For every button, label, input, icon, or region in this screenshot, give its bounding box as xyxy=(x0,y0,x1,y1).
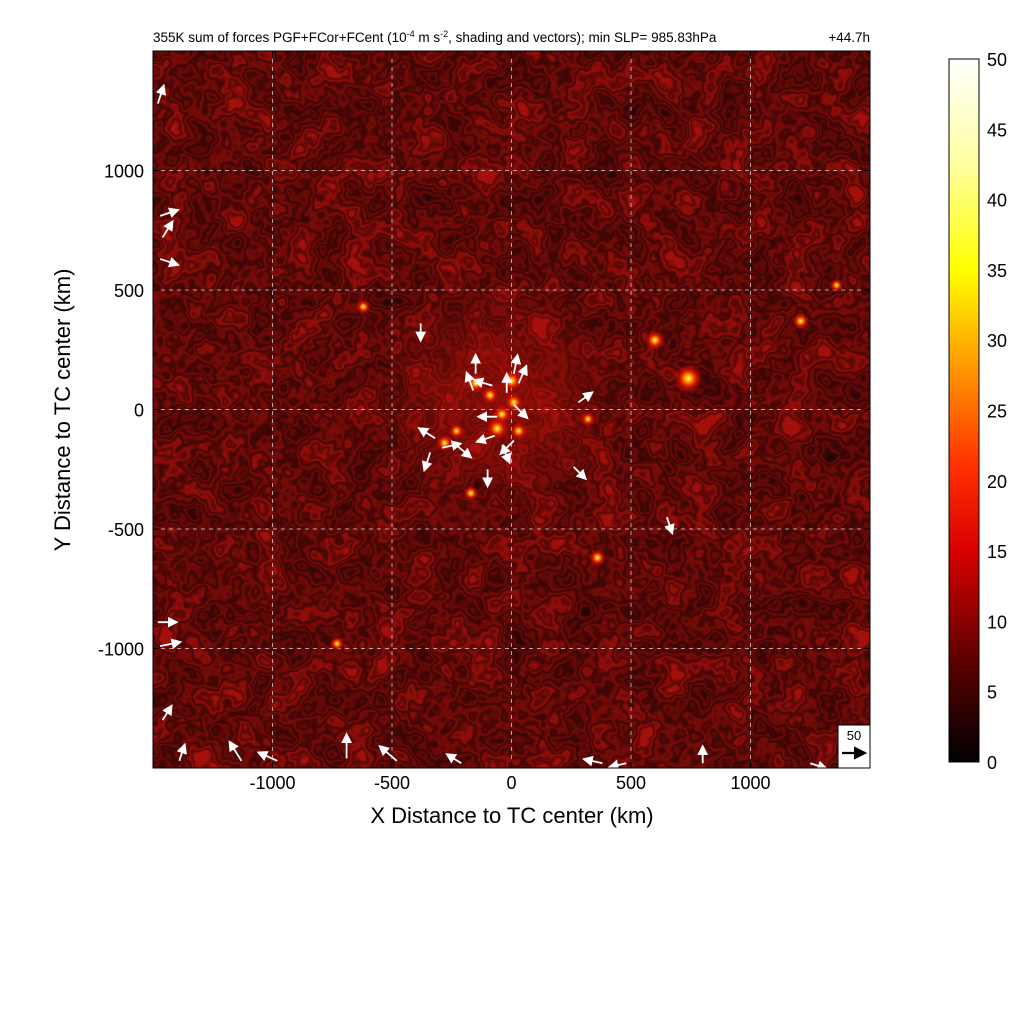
vector-23 xyxy=(159,256,180,268)
hotspot-8 xyxy=(449,423,465,439)
y-tick-label-3: 500 xyxy=(114,281,144,301)
vector-34 xyxy=(607,759,627,768)
y-tick-label-1: -500 xyxy=(108,520,144,540)
y-axis-label: Y Distance to TC center (km) xyxy=(50,269,75,552)
x-tick-label-1: -500 xyxy=(374,773,410,793)
time-label: +44.7h xyxy=(828,30,870,45)
hotspot-10 xyxy=(674,364,703,393)
hotspot-3 xyxy=(505,393,523,412)
y-tick-label-0: -1000 xyxy=(98,640,144,660)
vector-2 xyxy=(472,377,493,388)
hotspot-12 xyxy=(792,312,810,330)
y-tick-label-4: 1000 xyxy=(104,162,144,182)
vector-28 xyxy=(256,751,278,762)
hotspot-15 xyxy=(356,299,371,314)
colorbar-tick-label-10: 50 xyxy=(987,50,1007,70)
x-tick-label-0: -1000 xyxy=(249,773,295,793)
vector-19 xyxy=(664,516,675,536)
vector-6 xyxy=(513,404,529,420)
colorbar-tick-label-7: 35 xyxy=(987,261,1007,281)
colorbar-tick-label-3: 15 xyxy=(987,542,1007,562)
storm-core-glow xyxy=(370,280,630,520)
colorbar-tick-label-2: 10 xyxy=(987,612,1007,632)
hotspot-14 xyxy=(463,485,479,501)
vector-18 xyxy=(573,466,588,481)
colorbar-tick-label-8: 40 xyxy=(987,191,1007,211)
hotspot-7 xyxy=(436,434,453,452)
x-axis: -1000 -500 0 500 1000 xyxy=(249,51,771,793)
vector-21 xyxy=(159,207,180,218)
vector-27 xyxy=(228,740,243,762)
vector-3 xyxy=(510,353,522,374)
vector-14 xyxy=(421,452,433,473)
hotspot-4 xyxy=(486,417,508,440)
vector-26 xyxy=(161,704,173,721)
vector-17 xyxy=(577,391,594,404)
colorbar-tick-label-6: 30 xyxy=(987,331,1007,351)
hotspot-16 xyxy=(329,636,345,651)
vector-32 xyxy=(445,753,462,764)
vector-4 xyxy=(517,364,528,384)
vector-22 xyxy=(161,219,174,238)
vector-13 xyxy=(455,444,473,459)
x-tick-label-2: 0 xyxy=(506,773,516,793)
x-axis-label: X Distance to TC center (km) xyxy=(370,803,653,828)
vector-layer xyxy=(155,83,829,768)
chart-title: 355K sum of forces PGF+FCor+FCent (10-4 … xyxy=(153,29,717,45)
colorbar: 0 5 10 15 20 25 30 35 40 45 50 xyxy=(948,50,1007,773)
vector-11 xyxy=(417,427,436,439)
colorbar-tick-label-4: 20 xyxy=(987,472,1007,492)
colorbar-tick-label-5: 25 xyxy=(987,402,1007,422)
reference-vector: 50 xyxy=(837,724,871,769)
hotspot-9 xyxy=(580,412,596,427)
y-axis: -1000 -500 0 500 1000 xyxy=(98,162,870,660)
hotspot-13 xyxy=(589,549,606,567)
x-tick-label-4: 1000 xyxy=(730,773,770,793)
plot-area xyxy=(153,51,870,768)
vector-31 xyxy=(176,742,188,762)
hotspot-layer xyxy=(329,278,844,651)
hotspot-1 xyxy=(481,386,499,404)
vector-12 xyxy=(441,440,463,451)
vector-1 xyxy=(464,370,475,391)
y-tick-label-2: 0 xyxy=(134,401,144,421)
hotspot-17 xyxy=(829,278,844,292)
colorbar-tick-label-0: 0 xyxy=(987,753,997,773)
colorbar-tick-label-1: 5 xyxy=(987,683,997,703)
vector-25 xyxy=(159,638,183,650)
x-tick-label-3: 500 xyxy=(616,773,646,793)
vector-20 xyxy=(155,83,167,104)
colorbar-ticks: 0 5 10 15 20 25 30 35 40 45 50 xyxy=(987,50,1007,773)
hotspot-11 xyxy=(645,330,665,350)
colorbar-gradient xyxy=(948,58,980,763)
vector-33 xyxy=(582,755,603,767)
vector-8 xyxy=(475,433,496,445)
vector-10 xyxy=(499,439,515,456)
hotspot-2 xyxy=(501,370,522,392)
hotspot-5 xyxy=(493,405,511,424)
vector-30 xyxy=(378,744,398,762)
hotspot-6 xyxy=(510,422,528,440)
colorbar-tick-label-9: 45 xyxy=(987,120,1007,140)
reference-vector-label: 50 xyxy=(847,728,861,743)
